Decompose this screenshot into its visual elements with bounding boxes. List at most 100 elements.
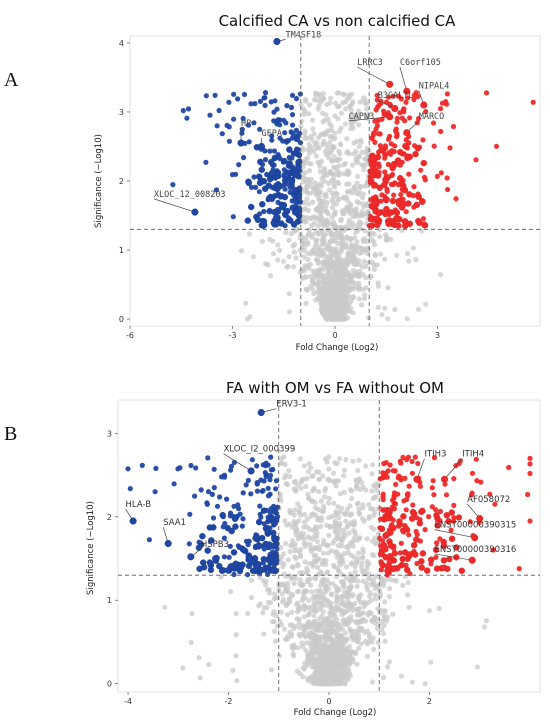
non-significant-point bbox=[228, 589, 234, 595]
non-significant-point bbox=[360, 201, 366, 207]
non-significant-point bbox=[402, 573, 409, 580]
y-tick-label: 3 bbox=[107, 429, 112, 438]
downregulated-point bbox=[267, 491, 273, 497]
downregulated-point bbox=[230, 549, 238, 556]
upregulated-point bbox=[409, 458, 415, 465]
non-significant-point bbox=[377, 607, 383, 613]
non-significant-point bbox=[312, 215, 319, 221]
non-significant-point bbox=[338, 579, 344, 585]
non-significant-point bbox=[337, 269, 343, 275]
non-significant-point bbox=[261, 605, 267, 611]
non-significant-point bbox=[356, 122, 362, 128]
non-significant-point bbox=[368, 597, 374, 604]
downregulated-point bbox=[267, 472, 274, 479]
non-significant-point bbox=[356, 536, 362, 542]
upregulated-point bbox=[434, 173, 440, 179]
non-significant-point bbox=[356, 506, 362, 512]
non-significant-point bbox=[301, 159, 307, 165]
downregulated-point bbox=[221, 535, 227, 541]
upregulated-point bbox=[374, 123, 380, 129]
non-significant-point bbox=[325, 227, 331, 233]
non-significant-point bbox=[319, 601, 325, 608]
downregulated-point bbox=[265, 182, 272, 189]
non-significant-point bbox=[306, 102, 313, 108]
non-significant-point bbox=[357, 183, 363, 190]
non-significant-point bbox=[300, 147, 306, 153]
non-significant-point bbox=[346, 256, 353, 262]
non-significant-point bbox=[301, 519, 307, 525]
non-significant-point bbox=[289, 609, 295, 616]
upregulated-point bbox=[420, 216, 426, 222]
non-significant-point bbox=[369, 259, 375, 265]
non-significant-point bbox=[359, 149, 365, 155]
upregulated-point bbox=[415, 193, 422, 201]
non-significant-point bbox=[328, 600, 334, 606]
upregulated-point bbox=[428, 556, 435, 563]
non-significant-point bbox=[422, 681, 428, 687]
downregulated-point bbox=[294, 218, 302, 225]
non-significant-point bbox=[281, 561, 287, 567]
non-significant-point bbox=[317, 169, 323, 175]
downregulated-point bbox=[271, 154, 278, 162]
upregulated-point bbox=[380, 542, 388, 549]
non-significant-point bbox=[281, 626, 288, 632]
upregulated-point bbox=[412, 454, 418, 460]
non-significant-point bbox=[302, 559, 308, 565]
upregulated-point bbox=[440, 538, 447, 546]
upregulated-point bbox=[438, 106, 444, 112]
non-significant-point bbox=[372, 251, 378, 257]
downregulated-point bbox=[204, 500, 210, 506]
upregulated-point bbox=[453, 544, 460, 551]
downregulated-point bbox=[269, 133, 275, 139]
downregulated-point bbox=[240, 516, 246, 522]
non-significant-point bbox=[331, 153, 337, 160]
upregulated-point bbox=[373, 215, 381, 222]
downregulated-point bbox=[245, 477, 251, 483]
downregulated-point bbox=[257, 503, 263, 509]
non-significant-point bbox=[315, 159, 321, 165]
non-significant-point bbox=[352, 564, 358, 570]
non-significant-point bbox=[332, 311, 338, 317]
non-significant-point bbox=[248, 595, 255, 601]
non-significant-point bbox=[360, 554, 366, 560]
downregulated-point bbox=[211, 485, 217, 491]
non-significant-point bbox=[309, 117, 316, 123]
downregulated-point bbox=[249, 567, 257, 574]
non-significant-point bbox=[382, 638, 388, 644]
downregulated-point bbox=[216, 107, 222, 114]
non-significant-point bbox=[310, 546, 316, 552]
downregulated-point bbox=[261, 221, 268, 229]
downregulated-point bbox=[231, 515, 239, 522]
non-significant-point bbox=[364, 584, 370, 591]
non-significant-point bbox=[302, 135, 308, 141]
non-significant-point bbox=[318, 300, 324, 306]
non-significant-point bbox=[314, 538, 321, 545]
downregulated-point bbox=[253, 184, 259, 190]
non-significant-point bbox=[317, 247, 323, 253]
non-significant-point bbox=[292, 228, 298, 234]
downregulated-point bbox=[272, 98, 278, 104]
downregulated-point bbox=[205, 455, 211, 461]
upregulated-point bbox=[382, 169, 388, 175]
non-significant-point bbox=[328, 95, 334, 101]
non-significant-point bbox=[323, 112, 329, 118]
non-significant-point bbox=[316, 489, 322, 495]
non-significant-point bbox=[298, 485, 304, 491]
non-significant-point bbox=[382, 599, 388, 605]
non-significant-point bbox=[355, 108, 362, 114]
upregulated-point bbox=[492, 501, 498, 507]
downregulated-point bbox=[276, 182, 284, 190]
gene-label: LRRC3 bbox=[357, 58, 383, 68]
downregulated-point bbox=[217, 494, 223, 500]
non-significant-point bbox=[352, 634, 358, 641]
non-significant-point bbox=[282, 518, 288, 524]
non-significant-point bbox=[162, 604, 168, 610]
non-significant-point bbox=[351, 518, 357, 524]
non-significant-point bbox=[367, 593, 373, 599]
non-significant-point bbox=[340, 211, 346, 217]
upregulated-point bbox=[443, 492, 450, 498]
non-significant-point bbox=[338, 218, 344, 224]
non-significant-point bbox=[356, 296, 362, 302]
downregulated-point bbox=[268, 467, 274, 473]
non-significant-point bbox=[326, 680, 333, 686]
